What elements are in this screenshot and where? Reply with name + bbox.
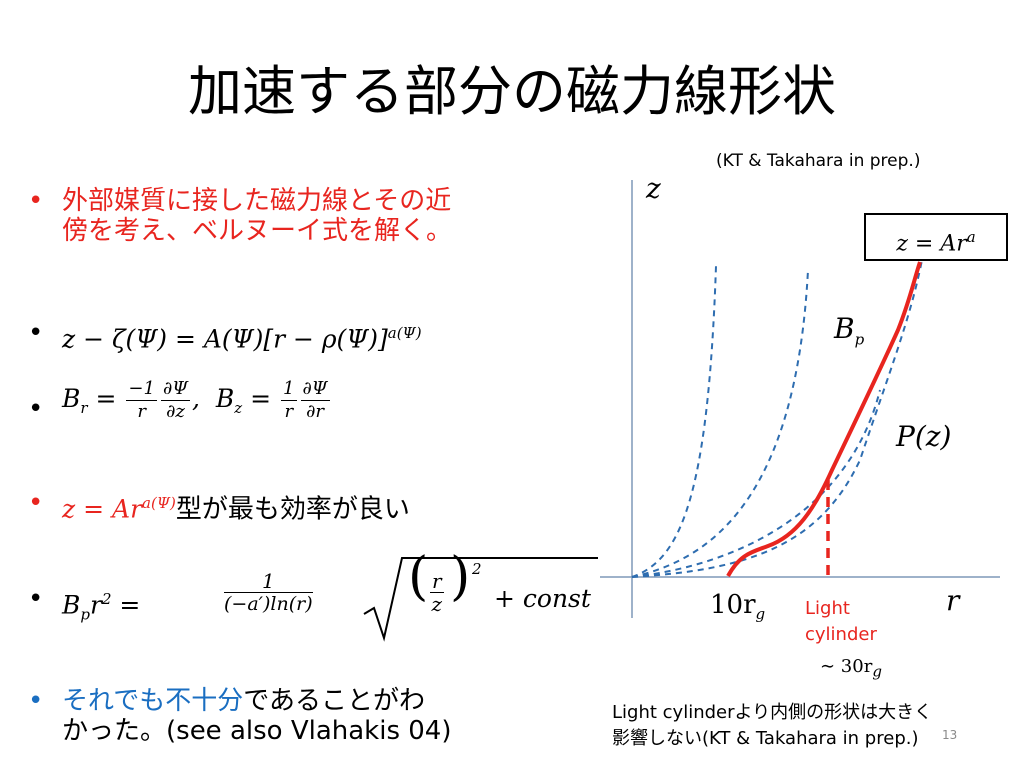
bullet-6-text: それでも不十分であることがわ かった。(see also Vlahakis 04… [62, 686, 452, 746]
bullet-6-line2: かった。(see also Vlahakis 04) [62, 716, 452, 746]
bz-symbol: B [215, 384, 235, 413]
br-symbol: B [62, 384, 81, 413]
bullet-dot: • [28, 488, 44, 518]
figure-caption: Light cylinderより内側の形状は大きく 影響しない(KT & Tak… [612, 702, 933, 749]
bullet-dot: • [28, 318, 44, 348]
bullet-1-text: 外部媒質に接した磁力線とその近 傍を考え、ベルヌーイ式を解く。 [62, 186, 452, 246]
light-cylinder-label: Light cylinder [805, 598, 877, 645]
eq-exponent: a(Ψ) [142, 494, 176, 512]
bullet-dot: • [28, 394, 44, 424]
page-number: 13 [942, 728, 958, 742]
eq-exponent: a(Ψ) [387, 324, 422, 342]
paren-right: ) [450, 547, 471, 607]
bullet-2-equation: z − ζ(Ψ) = A(Ψ)[r − ρ(Ψ)]a(Ψ) [62, 318, 422, 354]
frac-1: −1 r [126, 378, 157, 422]
dashed-curve-4 [631, 259, 923, 578]
eq-main: z − ζ(Ψ) = A(Ψ)[r − ρ(Ψ)] [62, 324, 388, 354]
field-line [726, 261, 922, 577]
bullet-dot: • [28, 686, 44, 716]
frac-5: 1 (−a′)ln(r) [224, 569, 313, 615]
br-sub: r [80, 399, 88, 417]
light-cylinder-value: ∼ 30rg [820, 656, 882, 681]
eq-box-exp: a [966, 228, 976, 246]
bz-sub: z [234, 399, 243, 417]
dashed-curve-1 [631, 265, 717, 578]
frac-4: ∂Ψ ∂r [300, 378, 330, 422]
eq-box-text: z = Ar [896, 231, 967, 257]
equation-box: z = Ara [864, 213, 1008, 261]
bullet-1-line1: 外部媒質に接した磁力線とその近 [62, 186, 452, 216]
bullet-dot: • [28, 584, 44, 614]
eq-z-arpsi: z = Ar [62, 494, 143, 524]
bullet-4-text: z = Ara(Ψ)型が最も効率が良い [62, 488, 410, 525]
bullet-dot: • [28, 186, 44, 216]
frac-2: ∂Ψ ∂z [160, 378, 191, 422]
axis-label-r: r [946, 584, 960, 617]
bullet-1-line2: 傍を考え、ベルヌーイ式を解く。 [62, 216, 453, 246]
field-line-diagram [600, 180, 1000, 618]
bullet-6-highlight: それでも不十分 [62, 686, 244, 716]
const-term: + const [494, 584, 591, 613]
sqrt-sign [363, 557, 598, 642]
label-pz: P(z) [896, 420, 952, 453]
paren-left: ( [408, 547, 429, 607]
bullet-4-label: 型が最も効率が良い [175, 494, 410, 525]
dashed-curve-2 [631, 269, 809, 578]
label-bp: Bp [834, 312, 865, 349]
bullet-6-line1: であることがわ [243, 686, 425, 716]
bullet-3-equation: Br = −1 r ∂Ψ ∂z, Bz = 1 r ∂Ψ ∂r [62, 378, 330, 422]
slide-title: 加速する部分の磁力線形状 [188, 60, 836, 123]
axis-label-z: z [646, 172, 661, 205]
label-10rg: 10rg [710, 590, 766, 624]
citation: (KT & Takahara in prep.) [716, 151, 921, 171]
